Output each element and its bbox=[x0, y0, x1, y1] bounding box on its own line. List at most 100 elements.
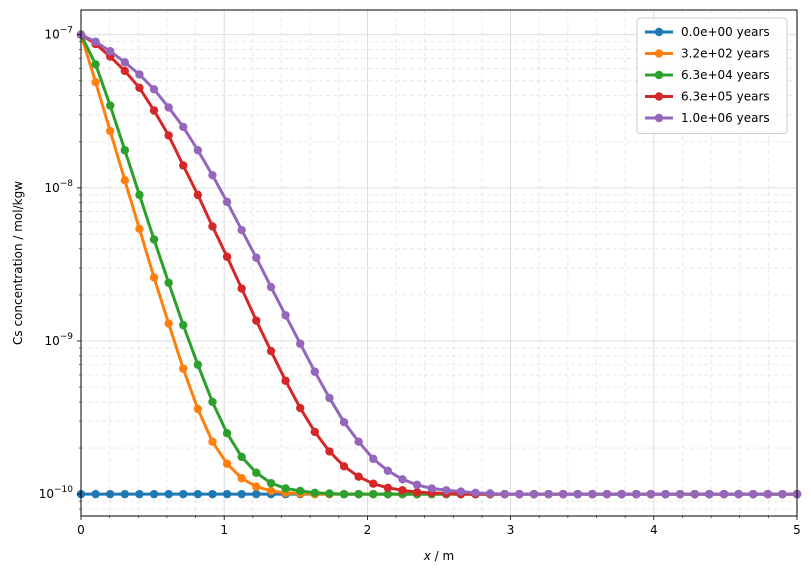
data-point bbox=[237, 474, 246, 483]
data-point bbox=[179, 489, 188, 499]
data-point bbox=[193, 146, 203, 155]
data-point bbox=[734, 489, 743, 499]
data-point bbox=[456, 487, 466, 496]
data-point bbox=[164, 131, 173, 140]
y-tick-base: 10 bbox=[44, 334, 59, 348]
data-point bbox=[135, 224, 144, 234]
data-point bbox=[632, 489, 641, 499]
data-point bbox=[222, 429, 232, 438]
data-point bbox=[354, 489, 363, 499]
data-point bbox=[573, 489, 582, 499]
data-point bbox=[135, 83, 144, 93]
x-tick-label: 1 bbox=[220, 523, 228, 537]
data-point bbox=[106, 489, 115, 499]
data-point bbox=[266, 282, 276, 292]
data-point bbox=[252, 253, 261, 262]
data-point bbox=[339, 489, 349, 499]
data-point bbox=[646, 489, 656, 499]
legend-swatch-marker bbox=[654, 70, 664, 80]
data-point bbox=[661, 489, 670, 499]
data-point bbox=[237, 489, 246, 499]
data-point bbox=[208, 489, 217, 499]
data-point bbox=[120, 489, 130, 499]
data-point bbox=[179, 364, 188, 373]
data-point bbox=[383, 489, 393, 499]
x-tick-label: 0 bbox=[77, 523, 85, 537]
data-point bbox=[120, 146, 130, 155]
data-point bbox=[339, 418, 349, 427]
data-point bbox=[354, 437, 363, 446]
x-tick-label: 2 bbox=[364, 523, 372, 537]
data-point bbox=[91, 489, 100, 499]
data-point bbox=[179, 320, 188, 330]
data-point bbox=[120, 58, 130, 67]
data-point bbox=[339, 462, 349, 471]
data-point bbox=[310, 427, 320, 437]
data-point bbox=[281, 311, 290, 320]
data-point bbox=[149, 489, 159, 499]
legend: 0.0e+00 years 3.2e+02 years 6.3e+04 years 6… bbox=[636, 17, 788, 134]
data-point bbox=[398, 486, 407, 495]
x-tick-label: 3 bbox=[507, 523, 515, 537]
legend-swatch-marker bbox=[654, 49, 664, 58]
data-point bbox=[91, 77, 100, 87]
data-point bbox=[617, 489, 626, 499]
data-point bbox=[149, 273, 159, 282]
data-point bbox=[325, 447, 334, 456]
data-point bbox=[106, 126, 115, 136]
data-point bbox=[208, 222, 217, 231]
data-point bbox=[149, 106, 159, 115]
legend-label: 6.3e+04 years bbox=[681, 68, 770, 82]
data-point bbox=[763, 489, 772, 499]
data-point bbox=[149, 235, 159, 244]
data-point bbox=[602, 489, 612, 499]
data-point bbox=[281, 484, 290, 493]
series-4 bbox=[76, 30, 802, 499]
legend-label: 3.2e+02 years bbox=[681, 47, 770, 61]
data-point bbox=[149, 85, 159, 94]
legend-item: 6.3e+05 years bbox=[645, 90, 770, 104]
data-point bbox=[252, 316, 261, 325]
data-point bbox=[237, 225, 246, 235]
data-point bbox=[500, 489, 509, 499]
y-tick-exponent: −9 bbox=[60, 332, 74, 342]
legend-label: 0.0e+00 years bbox=[681, 25, 770, 39]
data-point bbox=[208, 437, 217, 446]
legend-item: 1.0e+06 years bbox=[645, 111, 770, 125]
data-point bbox=[208, 397, 217, 407]
data-point bbox=[222, 252, 232, 261]
legend-swatch-marker bbox=[654, 27, 664, 37]
x-tick-label: 5 bbox=[793, 523, 801, 537]
data-point bbox=[266, 478, 276, 488]
data-point bbox=[558, 489, 568, 499]
data-point bbox=[690, 489, 699, 499]
data-point bbox=[442, 486, 451, 495]
data-point bbox=[222, 489, 232, 499]
data-point bbox=[675, 489, 685, 499]
data-point bbox=[266, 346, 276, 356]
data-point bbox=[369, 489, 378, 499]
data-point bbox=[719, 489, 729, 499]
data-point bbox=[208, 170, 217, 180]
data-point bbox=[135, 190, 144, 200]
data-point bbox=[179, 122, 188, 132]
data-point bbox=[471, 488, 480, 498]
legend-box bbox=[636, 17, 788, 134]
data-point bbox=[135, 70, 144, 79]
y-tick-base: 10 bbox=[44, 28, 59, 42]
data-point bbox=[296, 486, 305, 496]
data-point bbox=[164, 103, 173, 112]
series-layer bbox=[76, 30, 802, 499]
y-tick-label: 10−9 bbox=[44, 332, 73, 348]
data-point bbox=[705, 489, 714, 499]
data-point bbox=[412, 487, 422, 497]
x-tick-label: 4 bbox=[650, 523, 658, 537]
data-point bbox=[252, 489, 261, 499]
y-tick-base: 10 bbox=[39, 487, 54, 501]
data-point bbox=[120, 66, 130, 76]
data-point bbox=[91, 37, 100, 46]
data-point bbox=[222, 197, 232, 207]
data-point bbox=[106, 101, 115, 110]
y-axis-label: Cs concentration / mol/kgw bbox=[11, 181, 25, 345]
y-tick-exponent: −7 bbox=[60, 26, 73, 36]
